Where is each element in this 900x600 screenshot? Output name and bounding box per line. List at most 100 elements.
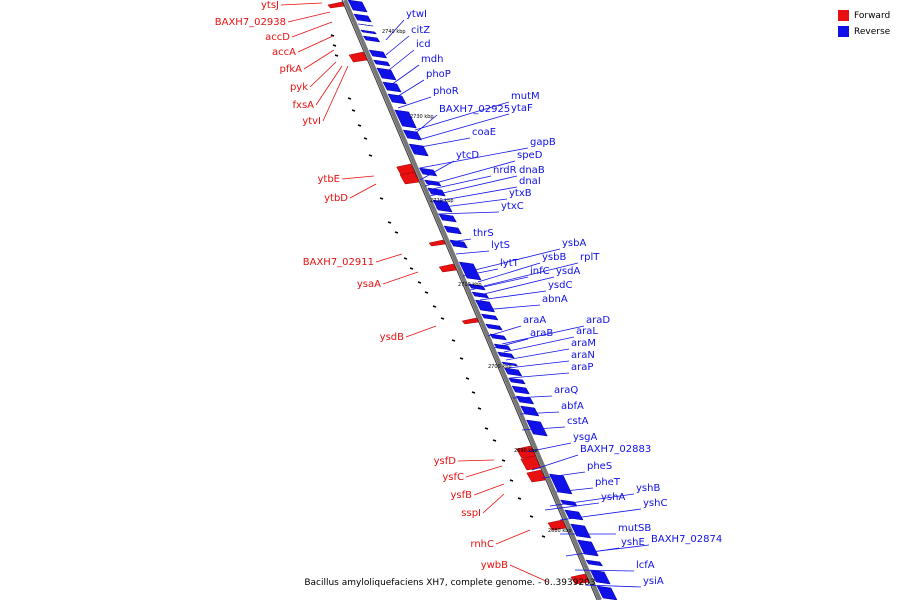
minor-marks	[330, 34, 546, 538]
reverse-gene-label: lytS	[491, 240, 510, 251]
reverse-gene-label: araM	[571, 338, 596, 349]
kbp-tick-label: 2690 kbp	[514, 448, 538, 454]
reverse-gene-block	[347, 0, 368, 13]
reverse-leader-line	[385, 19, 405, 41]
reverse-leader-line	[419, 147, 529, 169]
minor-mark	[424, 291, 429, 294]
reverse-gene-block	[501, 361, 519, 367]
reverse-leader-line	[493, 338, 529, 349]
reverse-leader-line	[414, 137, 471, 149]
reverse-gene-block	[589, 569, 611, 585]
forward-leader-line	[495, 529, 531, 545]
minor-mark	[432, 305, 437, 308]
reverse-gene-block	[432, 199, 453, 213]
reverse-gene-block	[387, 93, 407, 105]
forward-gene-block	[327, 1, 345, 9]
reverse-gene-block	[489, 333, 508, 341]
forward-gene-block	[570, 573, 590, 585]
forward-gene-label: ytvI	[302, 116, 321, 127]
reverse-gene-label: pheS	[587, 461, 612, 472]
minor-mark	[363, 137, 368, 140]
reverse-gene-label: BAXH7_02883	[580, 444, 651, 455]
reverse-gene-label: citZ	[411, 25, 430, 36]
minor-mark	[484, 427, 489, 430]
reverse-gene-block	[570, 523, 592, 539]
minor-mark	[417, 281, 422, 284]
reverse-gene-label: lcfA	[636, 560, 655, 571]
minor-mark	[451, 339, 456, 342]
forward-gene-label: ytbE	[317, 174, 340, 185]
reverse-gene-label: gapB	[530, 137, 556, 148]
reverse-leader-line	[449, 238, 472, 243]
reverse-leader-line	[512, 395, 553, 399]
reverse-leader-line	[505, 348, 570, 361]
minor-mark	[387, 221, 392, 224]
forward-leader-line	[341, 175, 375, 180]
forward-gene-block	[348, 51, 368, 63]
forward-gene-label: accD	[265, 32, 290, 43]
reverse-gene-label: ytaF	[511, 103, 533, 114]
reverse-leader-line	[584, 584, 642, 588]
forward-gene-block	[399, 171, 420, 185]
reverse-leader-line	[429, 175, 518, 197]
reverse-gene-label: ysdC	[548, 280, 572, 291]
forward-gene-block	[428, 239, 446, 247]
forward-gene-label: ysfD	[434, 456, 457, 467]
reverse-gene-label: araB	[530, 328, 553, 339]
forward-gene-label: ywbB	[481, 560, 508, 571]
forward-gene-label: ysfC	[442, 472, 464, 483]
reverse-leader-line	[479, 290, 547, 301]
reverse-gene-label: ytcD	[456, 150, 479, 161]
reverse-gene-label: ysbB	[542, 252, 566, 263]
legend: Forward Reverse	[838, 9, 890, 41]
reverse-gene-block	[480, 313, 499, 321]
reverse-gene-label: speD	[517, 150, 543, 161]
forward-gene-block	[516, 445, 537, 459]
reverse-leader-line	[397, 96, 432, 109]
forward-leader-line	[280, 2, 323, 6]
reverse-leader-line	[501, 325, 585, 345]
reverse-leader-line	[483, 262, 579, 287]
reverse-gene-block	[497, 351, 515, 359]
reverse-gene-block	[418, 167, 438, 177]
reverse-leader-line	[431, 186, 518, 203]
forward-gene-block	[547, 519, 567, 531]
forward-leader-line	[473, 483, 505, 496]
minor-mark	[477, 407, 482, 410]
reverse-gene-label: dnaB	[519, 165, 545, 176]
minor-mark	[332, 44, 337, 47]
reverse-gene-label: araD	[586, 315, 610, 326]
reverse-gene-block	[438, 213, 457, 223]
reverse-leader-line	[388, 49, 415, 71]
reverse-gene-block	[443, 225, 462, 235]
minor-mark	[394, 231, 399, 234]
forward-leader-line	[309, 61, 337, 88]
reverse-gene-label: ysiA	[643, 576, 664, 587]
forward-leader-line	[315, 65, 343, 106]
reverse-leader-line	[565, 547, 620, 557]
reverse-gene-label: thrS	[473, 228, 494, 239]
kbp-tick-label: 2740 kbp	[382, 29, 406, 35]
reverse-gene-label: infC	[530, 266, 550, 277]
reverse-gene-block	[353, 13, 372, 23]
reverse-leader-line	[549, 493, 635, 507]
minor-mark	[459, 357, 464, 360]
reverse-gene-block	[449, 239, 468, 249]
reverse-gene-block	[376, 67, 397, 81]
reverse-gene-label: yshC	[643, 498, 667, 509]
reverse-gene-label: ytxC	[501, 201, 524, 212]
reverse-gene-block	[485, 323, 503, 331]
reverse-gene-label: araP	[571, 362, 593, 373]
reverse-leader-line	[414, 101, 510, 131]
reverse-gene-block	[458, 261, 482, 281]
reverse-gene-block	[508, 377, 526, 385]
reverse-leader-line	[521, 426, 566, 431]
reverse-gene-block	[503, 367, 523, 377]
axis-edge	[341, 0, 598, 600]
reverse-leader-line	[474, 248, 561, 271]
reverse-gene-label: araN	[571, 350, 595, 361]
minor-mark	[541, 535, 546, 538]
reverse-gene-label: ytwI	[406, 9, 427, 20]
